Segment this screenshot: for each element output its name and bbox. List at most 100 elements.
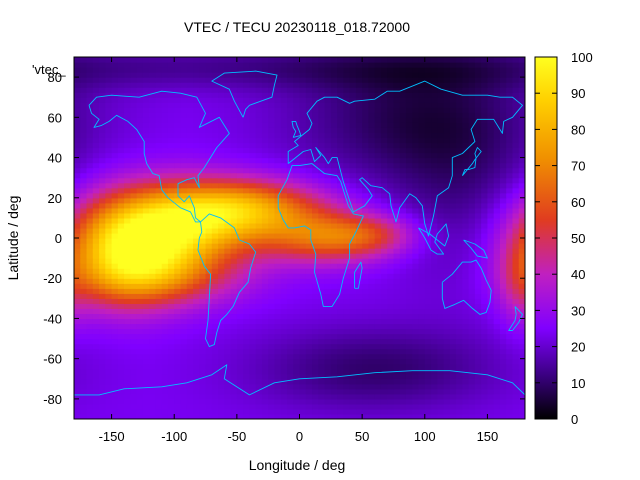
heatmap-cell [380, 212, 388, 219]
heatmap-cell [186, 122, 194, 128]
heatmap-cell [380, 353, 388, 360]
heatmap-cell [512, 222, 520, 229]
heatmap-cell [506, 413, 514, 419]
heatmap-cell [211, 408, 219, 415]
heatmap-cell [374, 263, 382, 269]
heatmap-cell [493, 303, 501, 309]
heatmap-cell [299, 202, 307, 209]
heatmap-cell [462, 383, 470, 390]
heatmap-cell [424, 182, 432, 189]
heatmap-cell [456, 323, 463, 330]
heatmap-cell [349, 253, 357, 259]
heatmap-cell [186, 308, 194, 315]
heatmap-cell [512, 413, 520, 419]
heatmap-cell [355, 177, 363, 184]
heatmap-cell [443, 207, 451, 214]
heatmap-cell [324, 293, 332, 299]
heatmap-cell [374, 132, 382, 139]
heatmap-cell [337, 192, 344, 199]
heatmap-cell [117, 403, 125, 410]
heatmap-cell [449, 162, 457, 169]
heatmap-cell [80, 383, 88, 390]
heatmap-cell [224, 298, 232, 304]
heatmap-cell [299, 197, 307, 204]
heatmap-cell [249, 227, 257, 234]
heatmap-cell [74, 147, 81, 154]
heatmap-cell [299, 127, 307, 134]
heatmap-cell [92, 378, 100, 385]
heatmap-cell [92, 383, 100, 390]
heatmap-cell [124, 207, 131, 214]
heatmap-cell [243, 403, 250, 410]
heatmap-cell [211, 243, 219, 249]
heatmap-cell [99, 398, 106, 405]
heatmap-cell [380, 268, 388, 274]
heatmap-cell [199, 293, 207, 299]
heatmap-cell [243, 207, 250, 214]
heatmap-cell [506, 177, 514, 184]
heatmap-cell [374, 87, 382, 93]
heatmap-cell [174, 238, 182, 244]
heatmap-cell [474, 142, 482, 149]
heatmap-cell [299, 157, 307, 164]
heatmap-cell [493, 147, 501, 154]
heatmap-cell [268, 408, 276, 415]
heatmap-cell [117, 187, 125, 194]
heatmap-cell [474, 202, 482, 209]
heatmap-cell [349, 338, 357, 345]
heatmap-cell [74, 122, 81, 128]
heatmap-cell [117, 378, 125, 385]
heatmap-cell [167, 232, 175, 239]
heatmap-cell [318, 107, 326, 113]
heatmap-cell [487, 177, 495, 184]
heatmap-cell [74, 102, 81, 108]
heatmap-cell [355, 308, 363, 315]
heatmap-cell [224, 408, 232, 415]
heatmap-cell [174, 378, 182, 385]
heatmap-cell [474, 388, 482, 395]
heatmap-cell [224, 207, 232, 214]
heatmap-cell [487, 212, 495, 219]
heatmap-cell [249, 393, 257, 400]
heatmap-cell [424, 408, 432, 415]
heatmap-cell [280, 338, 288, 345]
heatmap-cell [468, 82, 476, 88]
heatmap-cell [186, 117, 194, 123]
heatmap-cell [324, 227, 332, 234]
heatmap-cell [230, 403, 238, 410]
heatmap-cell [105, 293, 113, 299]
heatmap-cell [280, 323, 288, 330]
heatmap-cell [299, 182, 307, 189]
heatmap-cell [506, 268, 514, 274]
heatmap-cell [474, 232, 482, 239]
heatmap-cell [105, 102, 113, 108]
heatmap-cell [418, 72, 426, 78]
heatmap-cell [449, 308, 457, 315]
heatmap-cell [343, 87, 351, 93]
heatmap-cell [405, 222, 413, 229]
heatmap-cell [136, 268, 144, 274]
heatmap-cell [412, 323, 420, 330]
heatmap-cell [174, 97, 182, 103]
heatmap-cell [343, 358, 351, 365]
heatmap-cell [86, 378, 94, 385]
heatmap-cell [161, 192, 169, 199]
heatmap-cell [155, 298, 163, 304]
heatmap-cell [99, 102, 106, 108]
heatmap-cell [418, 273, 426, 279]
heatmap-cell [456, 102, 463, 108]
heatmap-cell [437, 268, 445, 274]
heatmap-cell [193, 388, 200, 395]
heatmap-cell [211, 87, 219, 93]
heatmap-cell [99, 333, 106, 340]
heatmap-cell [474, 217, 482, 224]
heatmap-cell [236, 388, 244, 395]
heatmap-cell [80, 373, 88, 380]
heatmap-cell [224, 398, 232, 405]
heatmap-cell [362, 82, 369, 88]
heatmap-cell [86, 67, 94, 73]
heatmap-cell [186, 403, 194, 410]
heatmap-cell [180, 278, 188, 284]
heatmap-cell [105, 318, 113, 325]
heatmap-cell [74, 142, 81, 149]
